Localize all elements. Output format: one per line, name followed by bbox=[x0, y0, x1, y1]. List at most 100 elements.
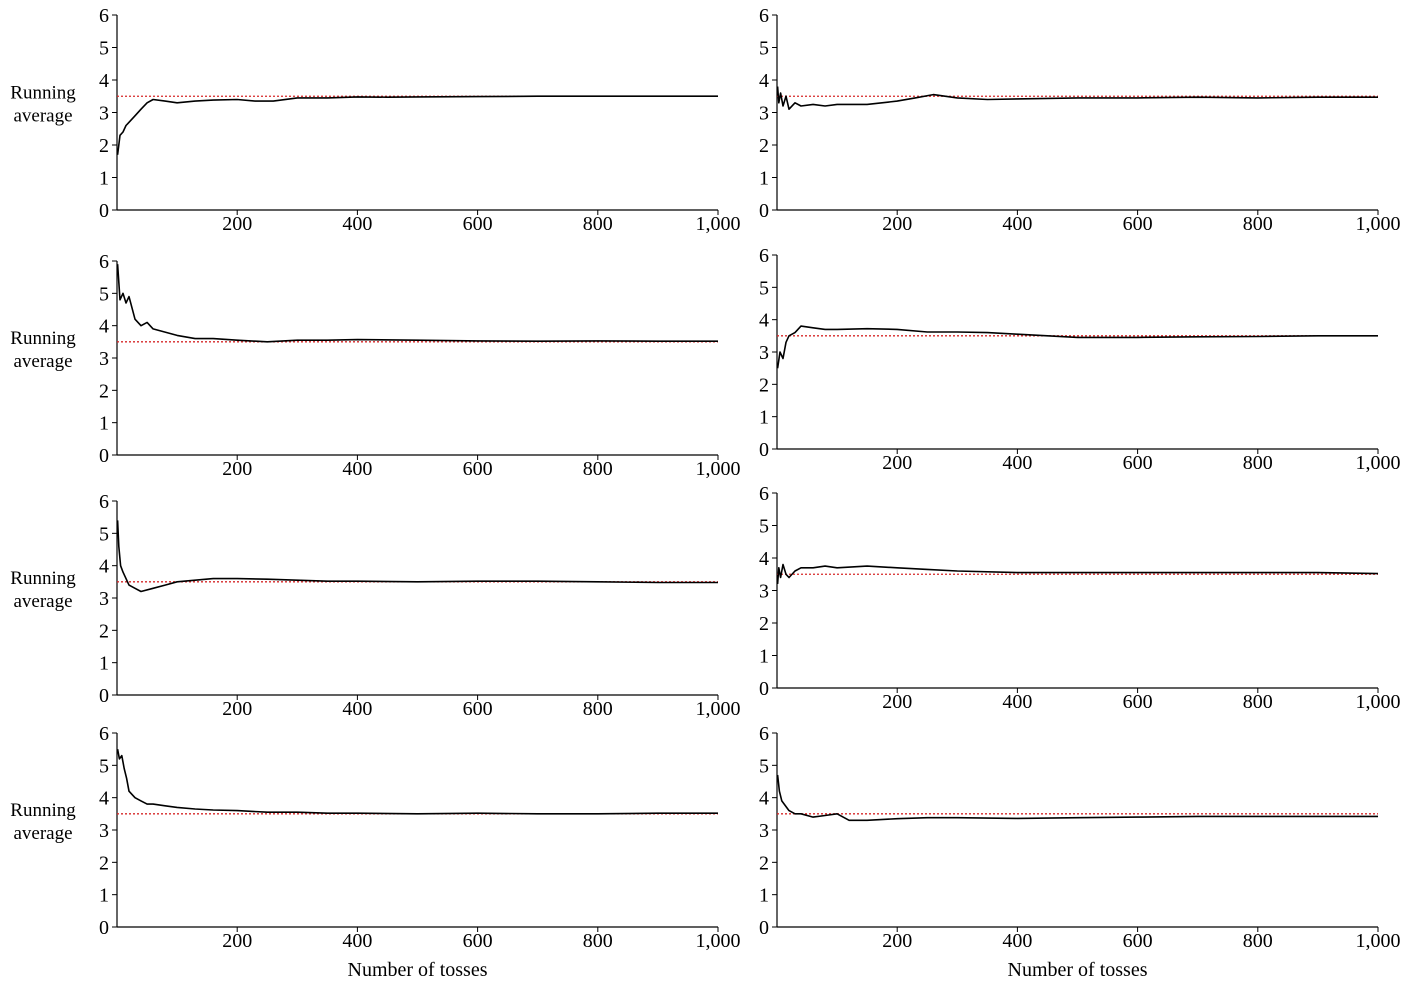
y-tick-label: 5 bbox=[759, 277, 769, 299]
x-tick-label: 600 bbox=[463, 930, 493, 952]
x-tick-label: 400 bbox=[342, 213, 372, 235]
chart-panel-6: 0 1 2 3 4 5 6 200 400 600 800 1,000 bbox=[759, 483, 1401, 713]
y-axis-label: Running bbox=[10, 83, 76, 104]
y-tick-label: 6 bbox=[759, 483, 769, 505]
y-tick-label: 3 bbox=[99, 348, 109, 370]
y-tick-label: 0 bbox=[759, 678, 769, 700]
y-tick-label: 6 bbox=[759, 723, 769, 745]
x-tick-label: 200 bbox=[882, 452, 912, 474]
y-tick-label: 5 bbox=[759, 516, 769, 538]
x-tick-label: 200 bbox=[882, 930, 912, 952]
x-tick-label: 1,000 bbox=[1356, 691, 1401, 713]
x-tick-label: 200 bbox=[222, 698, 252, 720]
y-tick-label: 0 bbox=[99, 200, 109, 222]
y-tick-label: 4 bbox=[759, 70, 769, 92]
x-tick-label: 400 bbox=[1002, 213, 1032, 235]
y-tick-label: 1 bbox=[99, 885, 109, 907]
x-tick-label: 400 bbox=[342, 458, 372, 480]
y-tick-label: 6 bbox=[759, 245, 769, 267]
y-tick-label: 2 bbox=[759, 374, 769, 396]
y-tick-label: 2 bbox=[759, 135, 769, 157]
y-tick-label: 1 bbox=[99, 653, 109, 675]
x-tick-label: 200 bbox=[222, 213, 252, 235]
chart-panel-8: 0 1 2 3 4 5 6 200 400 600 800 1,000 Number of tosses bbox=[759, 723, 1401, 981]
x-tick-label: 800 bbox=[1243, 930, 1273, 952]
y-tick-label: 0 bbox=[99, 685, 109, 707]
y-tick-label: 3 bbox=[759, 820, 769, 842]
y-axis-label: average bbox=[13, 351, 72, 372]
y-tick-label: 5 bbox=[759, 755, 769, 777]
x-tick-label: 1,000 bbox=[1356, 213, 1401, 235]
x-tick-label: 400 bbox=[1002, 930, 1032, 952]
y-tick-label: 1 bbox=[99, 413, 109, 435]
x-tick-label: 600 bbox=[1123, 452, 1153, 474]
x-tick-label: 600 bbox=[1123, 930, 1153, 952]
x-tick-label: 600 bbox=[463, 458, 493, 480]
running-average-line bbox=[776, 325, 1378, 369]
running-average-line bbox=[116, 749, 718, 815]
x-tick-label: 200 bbox=[222, 930, 252, 952]
y-tick-label: 3 bbox=[759, 103, 769, 125]
y-axis-label: Running bbox=[10, 800, 76, 821]
y-tick-label: 4 bbox=[99, 788, 109, 810]
x-tick-label: 400 bbox=[342, 698, 372, 720]
y-axis-label: Running bbox=[10, 328, 76, 349]
x-tick-label: 800 bbox=[1243, 452, 1273, 474]
y-tick-label: 3 bbox=[99, 820, 109, 842]
x-tick-label: 600 bbox=[1123, 213, 1153, 235]
y-tick-label: 5 bbox=[99, 755, 109, 777]
x-tick-label: 800 bbox=[583, 930, 613, 952]
y-tick-label: 1 bbox=[759, 407, 769, 429]
y-tick-label: 5 bbox=[99, 283, 109, 305]
y-tick-label: 5 bbox=[759, 38, 769, 60]
y-tick-label: 0 bbox=[759, 439, 769, 461]
y-tick-label: 4 bbox=[99, 70, 109, 92]
x-tick-label: 200 bbox=[222, 458, 252, 480]
y-tick-label: 1 bbox=[759, 168, 769, 190]
running-average-line bbox=[116, 95, 718, 155]
y-tick-label: 2 bbox=[99, 620, 109, 642]
running-average-line bbox=[776, 774, 1378, 822]
x-tick-label: 1,000 bbox=[696, 458, 741, 480]
y-tick-label: 1 bbox=[99, 168, 109, 190]
y-tick-label: 2 bbox=[759, 613, 769, 635]
y-tick-label: 6 bbox=[99, 491, 109, 513]
y-tick-label: 3 bbox=[99, 103, 109, 125]
chart-panel-4: 0 1 2 3 4 5 6 200 400 600 800 1,000 bbox=[759, 245, 1401, 474]
x-tick-label: 800 bbox=[583, 213, 613, 235]
x-tick-label: 400 bbox=[1002, 452, 1032, 474]
x-axis-label: Number of tosses bbox=[348, 959, 488, 981]
y-tick-label: 6 bbox=[99, 251, 109, 273]
x-tick-label: 1,000 bbox=[696, 213, 741, 235]
x-tick-label: 600 bbox=[463, 698, 493, 720]
running-average-line bbox=[776, 86, 1378, 110]
y-tick-label: 4 bbox=[99, 316, 109, 338]
running-average-line bbox=[116, 520, 718, 593]
y-tick-label: 6 bbox=[759, 5, 769, 27]
y-axis-label: average bbox=[13, 106, 72, 127]
x-tick-label: 1,000 bbox=[1356, 452, 1401, 474]
y-tick-label: 4 bbox=[99, 556, 109, 578]
y-tick-label: 3 bbox=[759, 342, 769, 364]
y-tick-label: 1 bbox=[759, 646, 769, 668]
x-tick-label: 400 bbox=[1002, 691, 1032, 713]
x-tick-label: 200 bbox=[882, 213, 912, 235]
y-tick-label: 4 bbox=[759, 548, 769, 570]
x-tick-label: 600 bbox=[1123, 691, 1153, 713]
y-tick-label: 2 bbox=[99, 380, 109, 402]
y-tick-label: 2 bbox=[759, 852, 769, 874]
y-tick-label: 5 bbox=[99, 38, 109, 60]
x-tick-label: 400 bbox=[342, 930, 372, 952]
y-tick-label: 2 bbox=[99, 135, 109, 157]
y-tick-label: 5 bbox=[99, 523, 109, 545]
chart-panel-2: 0 1 2 3 4 5 6 200 400 600 800 1,000 bbox=[759, 5, 1401, 235]
x-tick-label: 800 bbox=[1243, 213, 1273, 235]
y-tick-label: 0 bbox=[99, 445, 109, 467]
y-tick-label: 0 bbox=[99, 917, 109, 939]
x-tick-label: 800 bbox=[1243, 691, 1273, 713]
y-tick-label: 3 bbox=[99, 588, 109, 610]
